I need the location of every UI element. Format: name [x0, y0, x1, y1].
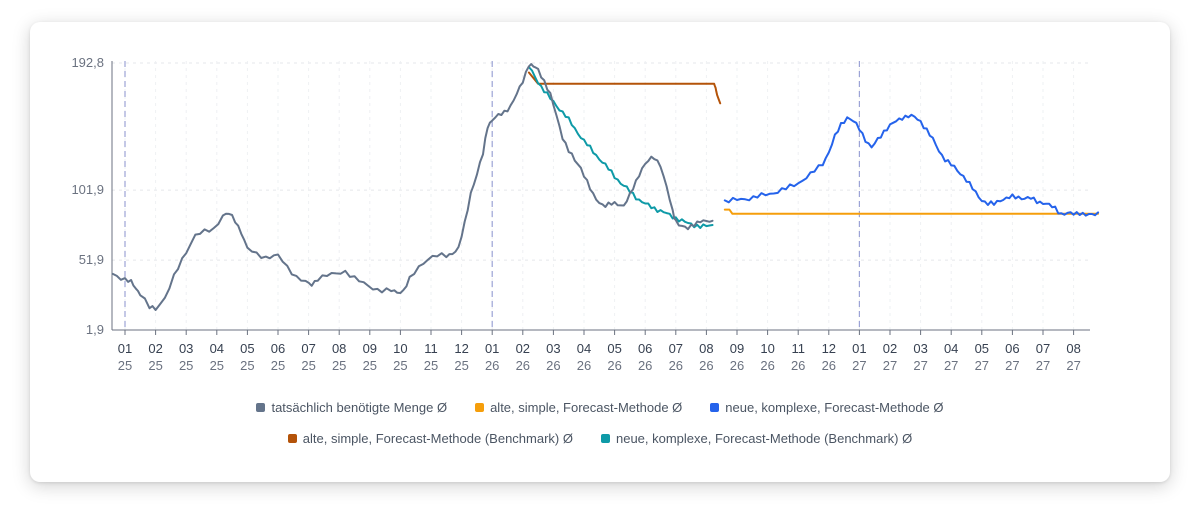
x-tick-month: 03	[546, 341, 560, 356]
x-tick-year: 25	[148, 358, 162, 373]
x-tick-year: 26	[791, 358, 805, 373]
series-line-4	[527, 66, 714, 229]
x-tick-month: 06	[638, 341, 652, 356]
legend-swatch	[475, 403, 485, 412]
x-tick-month: 10	[393, 341, 407, 356]
legend-label: neue, komplexe, Forecast-Methode (Benchm…	[615, 431, 913, 446]
x-tick-year: 26	[638, 358, 652, 373]
x-tick-year: 26	[516, 358, 530, 373]
x-tick-year: 25	[179, 358, 193, 373]
legend-label: alte, simple, Forecast-Methode Ø	[490, 400, 683, 415]
x-tick-month: 01	[852, 341, 866, 356]
x-tick-month: 08	[699, 341, 713, 356]
x-tick-month: 11	[424, 341, 438, 356]
x-tick-month: 05	[607, 341, 621, 356]
x-tick-month: 07	[301, 341, 315, 356]
y-tick-label: 1,9	[86, 322, 104, 337]
legend-row-1: tatsächlich benötigte Menge Ø alte, simpl…	[30, 400, 1170, 415]
x-tick-year: 25	[332, 358, 346, 373]
x-tick-year: 26	[822, 358, 836, 373]
x-tick-month: 07	[669, 341, 683, 356]
x-tick-month: 04	[577, 341, 591, 356]
legend-swatch	[710, 403, 720, 412]
x-tick-month: 02	[148, 341, 162, 356]
x-tick-year: 25	[393, 358, 407, 373]
legend-label: tatsächlich benötigte Menge Ø	[271, 400, 448, 415]
line-chart: 192,8 101,9 51,9 1,9 01 25 02 25 03 25 04 25 05 25 06 2…	[71, 55, 1100, 373]
x-tick-year: 26	[607, 358, 621, 373]
x-tick-month: 07	[1036, 341, 1050, 356]
x-tick-month: 03	[179, 341, 193, 356]
x-tick-year: 27	[1005, 358, 1019, 373]
x-tick-month: 11	[791, 341, 805, 356]
x-tick-month: 02	[883, 341, 897, 356]
series-line-0	[111, 63, 714, 311]
x-tick-year: 27	[1066, 358, 1080, 373]
x-tick-year: 27	[944, 358, 958, 373]
x-tick-year: 26	[699, 358, 713, 373]
x-tick-month: 04	[210, 341, 224, 356]
x-tick-year: 27	[975, 358, 989, 373]
x-tick-month: 04	[944, 341, 958, 356]
legend-swatch	[287, 434, 297, 443]
x-tick-month: 06	[1005, 341, 1019, 356]
x-tick-month: 08	[1066, 341, 1080, 356]
legend-label: neue, komplexe, Forecast-Methode Ø	[725, 400, 944, 415]
x-tick-year: 26	[546, 358, 560, 373]
x-tick-month: 12	[454, 341, 468, 356]
x-tick-month: 08	[332, 341, 346, 356]
legend-item[interactable]: alte, simple, Forecast-Methode (Benchmar…	[287, 431, 573, 446]
legend-row-2: alte, simple, Forecast-Methode (Benchmar…	[30, 431, 1170, 446]
x-tick-year: 27	[852, 358, 866, 373]
legend-swatch	[256, 403, 266, 412]
x-tick-year: 27	[1036, 358, 1050, 373]
x-tick-year: 26	[577, 358, 591, 373]
x-tick-month: 02	[516, 341, 530, 356]
x-tick-year: 25	[240, 358, 254, 373]
x-tick-year: 26	[669, 358, 683, 373]
x-tick-year: 26	[760, 358, 774, 373]
chart-card: 192,8 101,9 51,9 1,9 01 25 02 25 03 25 04 25 05 25 06 2…	[30, 22, 1170, 482]
series-line-3	[527, 71, 722, 105]
x-tick-month: 06	[271, 341, 285, 356]
legend-swatch	[600, 434, 610, 443]
legend-item[interactable]: alte, simple, Forecast-Methode Ø	[475, 400, 682, 415]
x-tick-year: 25	[210, 358, 224, 373]
y-tick-label: 51,9	[79, 252, 104, 267]
x-tick-year: 25	[301, 358, 315, 373]
x-tick-year: 26	[485, 358, 499, 373]
series-line-1	[723, 208, 1100, 215]
x-tick-month: 09	[730, 341, 744, 356]
x-tick-month: 03	[913, 341, 927, 356]
legend-item[interactable]: neue, komplexe, Forecast-Methode Ø	[710, 400, 944, 415]
x-tick-month: 05	[975, 341, 989, 356]
legend-item[interactable]: tatsächlich benötigte Menge Ø	[256, 400, 447, 415]
y-tick-label: 192,8	[71, 55, 104, 70]
x-tick-month: 05	[240, 341, 254, 356]
x-tick-year: 27	[883, 358, 897, 373]
x-tick-month: 01	[485, 341, 499, 356]
x-tick-year: 25	[118, 358, 132, 373]
legend-item[interactable]: neue, komplexe, Forecast-Methode (Benchm…	[600, 431, 913, 446]
x-tick-month: 01	[118, 341, 132, 356]
x-tick-year: 27	[913, 358, 927, 373]
x-tick-year: 25	[363, 358, 377, 373]
series-line-2	[723, 113, 1100, 217]
x-tick-month: 10	[760, 341, 774, 356]
legend-label: alte, simple, Forecast-Methode (Benchmar…	[302, 431, 573, 446]
y-tick-label: 101,9	[71, 182, 104, 197]
x-tick-year: 26	[730, 358, 744, 373]
x-tick-year: 25	[424, 358, 438, 373]
x-tick-month: 12	[822, 341, 836, 356]
x-tick-year: 25	[271, 358, 285, 373]
x-tick-year: 25	[454, 358, 468, 373]
x-tick-month: 09	[363, 341, 377, 356]
